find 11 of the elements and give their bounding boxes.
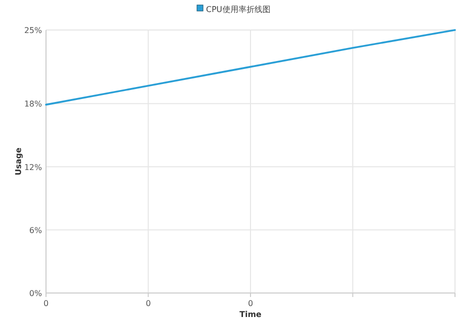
- y-tick-label: 25%: [24, 26, 42, 35]
- x-tick-label: 0: [248, 299, 254, 308]
- legend-label: CPU使用率折线图: [206, 5, 270, 14]
- y-axis-title: Usage: [14, 147, 23, 176]
- y-tick-label: 12%: [24, 162, 42, 172]
- y-tick-label: 18%: [24, 100, 42, 109]
- y-tick-label: 6%: [29, 226, 42, 235]
- x-tick-label: 0: [146, 299, 151, 308]
- x-tick-label: 0: [43, 299, 49, 308]
- y-tick-label: 0%: [29, 289, 42, 298]
- x-axis-title: Time: [240, 310, 262, 319]
